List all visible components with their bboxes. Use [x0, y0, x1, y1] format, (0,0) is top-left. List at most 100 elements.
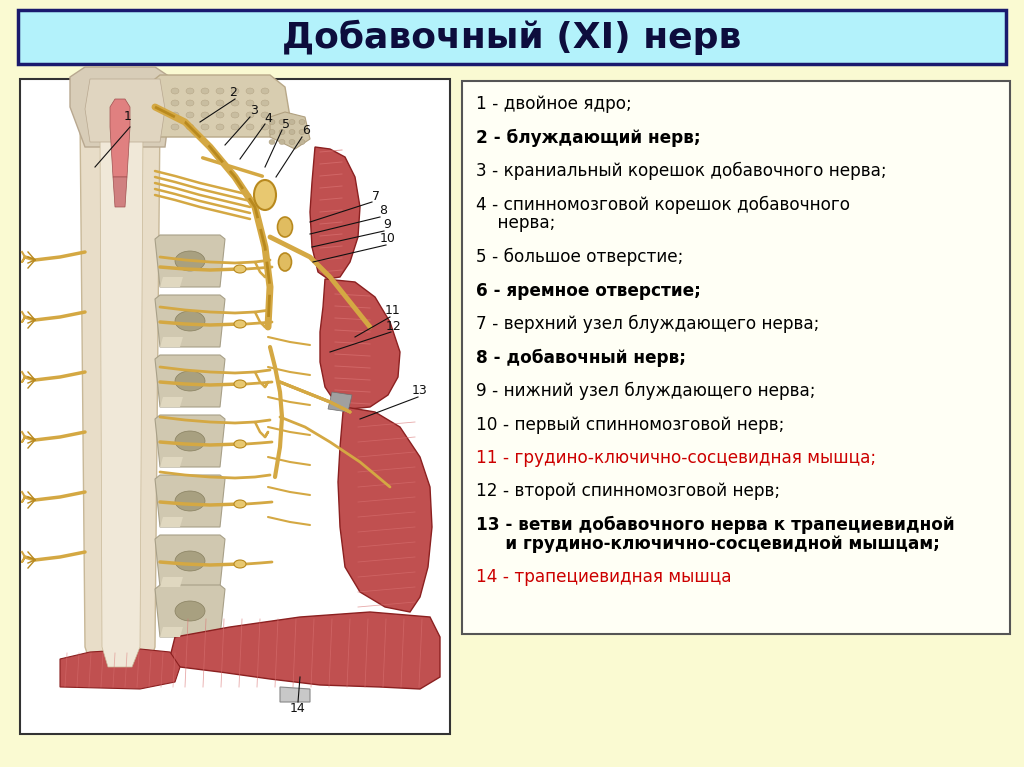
Text: 6: 6	[302, 124, 310, 137]
Text: нерва;: нерва;	[476, 215, 555, 232]
Ellipse shape	[234, 265, 246, 273]
Ellipse shape	[186, 112, 194, 118]
Text: 8: 8	[379, 205, 387, 218]
Ellipse shape	[289, 120, 295, 124]
Ellipse shape	[234, 440, 246, 448]
Polygon shape	[270, 112, 310, 149]
Polygon shape	[160, 457, 183, 467]
Ellipse shape	[234, 560, 246, 568]
Ellipse shape	[216, 112, 224, 118]
Ellipse shape	[278, 217, 293, 237]
Polygon shape	[319, 279, 400, 409]
Ellipse shape	[269, 120, 275, 124]
Ellipse shape	[175, 601, 205, 621]
Polygon shape	[155, 295, 225, 347]
FancyBboxPatch shape	[20, 79, 450, 734]
Text: 13: 13	[412, 384, 428, 397]
FancyBboxPatch shape	[18, 10, 1006, 64]
Ellipse shape	[201, 88, 209, 94]
Ellipse shape	[246, 88, 254, 94]
Text: 14 - трапециевидная мышца: 14 - трапециевидная мышца	[476, 568, 731, 587]
Text: 3: 3	[250, 104, 258, 117]
Ellipse shape	[216, 124, 224, 130]
Text: 11: 11	[385, 304, 400, 318]
Ellipse shape	[261, 112, 269, 118]
Polygon shape	[113, 177, 127, 207]
Polygon shape	[280, 687, 310, 702]
Polygon shape	[155, 355, 225, 407]
Ellipse shape	[279, 130, 285, 134]
Polygon shape	[70, 67, 170, 147]
Text: 1: 1	[124, 110, 132, 123]
Polygon shape	[160, 397, 183, 407]
Ellipse shape	[201, 100, 209, 106]
Polygon shape	[160, 277, 183, 287]
Ellipse shape	[186, 88, 194, 94]
Ellipse shape	[234, 380, 246, 388]
Ellipse shape	[279, 140, 285, 144]
Ellipse shape	[175, 251, 205, 271]
Polygon shape	[100, 102, 143, 667]
Text: 8 - добавочный нерв;: 8 - добавочный нерв;	[476, 348, 686, 367]
Ellipse shape	[246, 112, 254, 118]
Text: 12 - второй спинномозговой нерв;: 12 - второй спинномозговой нерв;	[476, 482, 780, 501]
Ellipse shape	[261, 88, 269, 94]
Ellipse shape	[175, 371, 205, 391]
Polygon shape	[155, 235, 225, 287]
Text: 2 - блуждающий нерв;: 2 - блуждающий нерв;	[476, 128, 700, 146]
Ellipse shape	[171, 112, 179, 118]
Ellipse shape	[231, 124, 239, 130]
Text: 13 - ветви добавочного нерва к трапециевидной: 13 - ветви добавочного нерва к трапециев…	[476, 516, 954, 534]
Ellipse shape	[299, 130, 305, 134]
Ellipse shape	[234, 500, 246, 508]
Ellipse shape	[201, 124, 209, 130]
Ellipse shape	[186, 100, 194, 106]
Polygon shape	[85, 79, 165, 142]
Text: 10: 10	[380, 232, 396, 245]
Ellipse shape	[231, 100, 239, 106]
Polygon shape	[160, 337, 183, 347]
Text: 6 - яремное отверстие;: 6 - яремное отверстие;	[476, 281, 700, 299]
Polygon shape	[155, 475, 225, 527]
Ellipse shape	[299, 120, 305, 124]
Polygon shape	[155, 535, 225, 587]
Text: Добавочный (XI) нерв: Добавочный (XI) нерв	[283, 19, 741, 54]
Polygon shape	[160, 577, 183, 587]
Text: 7: 7	[372, 190, 380, 203]
Polygon shape	[170, 612, 440, 689]
Polygon shape	[338, 407, 432, 612]
Ellipse shape	[171, 124, 179, 130]
Ellipse shape	[289, 140, 295, 144]
Ellipse shape	[171, 100, 179, 106]
Text: 11 - грудино-ключично-сосцевидная мышца;: 11 - грудино-ключично-сосцевидная мышца;	[476, 449, 877, 467]
Ellipse shape	[234, 320, 246, 328]
Ellipse shape	[279, 253, 292, 271]
Text: 10 - первый спинномозговой нерв;: 10 - первый спинномозговой нерв;	[476, 416, 784, 433]
Ellipse shape	[246, 124, 254, 130]
Text: 12: 12	[386, 320, 401, 333]
Text: 9: 9	[383, 219, 391, 232]
Ellipse shape	[269, 130, 275, 134]
Ellipse shape	[254, 180, 276, 210]
Ellipse shape	[261, 100, 269, 106]
Ellipse shape	[289, 130, 295, 134]
Ellipse shape	[261, 124, 269, 130]
Ellipse shape	[175, 491, 205, 511]
Polygon shape	[110, 99, 130, 177]
Text: 1 - двойное ядро;: 1 - двойное ядро;	[476, 95, 632, 113]
Ellipse shape	[171, 88, 179, 94]
Text: 4: 4	[264, 111, 272, 124]
Ellipse shape	[246, 100, 254, 106]
Ellipse shape	[175, 311, 205, 331]
Text: 14: 14	[290, 703, 306, 716]
Ellipse shape	[279, 120, 285, 124]
Ellipse shape	[201, 112, 209, 118]
Ellipse shape	[216, 88, 224, 94]
Polygon shape	[310, 147, 360, 279]
Ellipse shape	[269, 140, 275, 144]
Text: 5 - большое отверстие;: 5 - большое отверстие;	[476, 248, 683, 266]
Text: 4 - спинномозговой корешок добавочного: 4 - спинномозговой корешок добавочного	[476, 196, 850, 214]
Polygon shape	[155, 415, 225, 467]
Ellipse shape	[175, 551, 205, 571]
Text: 9 - нижний узел блуждающего нерва;: 9 - нижний узел блуждающего нерва;	[476, 382, 815, 400]
